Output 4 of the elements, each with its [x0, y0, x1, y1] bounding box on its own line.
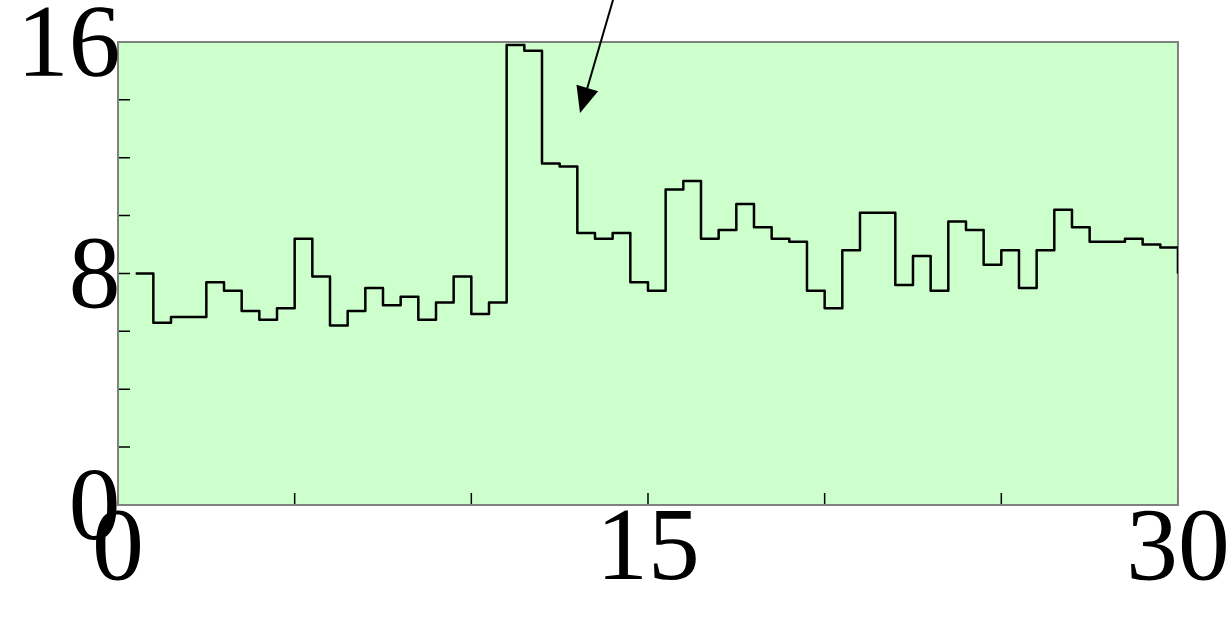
x-tick-label: 15	[605, 510, 696, 580]
y-tick-label: 8	[72, 238, 117, 309]
y-tick-label: 16	[25, 7, 118, 77]
x-tick-label: 30	[1131, 510, 1226, 581]
